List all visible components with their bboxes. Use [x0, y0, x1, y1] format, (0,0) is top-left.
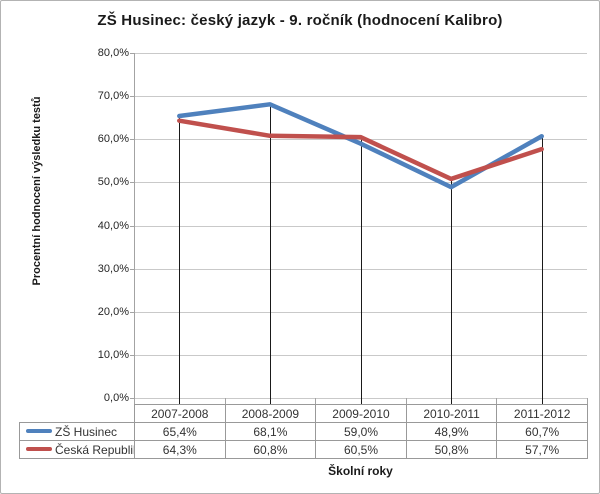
- category-header: 2009-2010: [315, 404, 407, 423]
- legend-item: ZŠ Husinec: [19, 422, 135, 441]
- y-axis-tick-label: 70,0%: [97, 89, 129, 102]
- table-row: Česká Republika 64,3% 60,8% 60,5% 50,8% …: [19, 440, 588, 459]
- y-axis-tick-label: 20,0%: [97, 305, 129, 318]
- y-axis-tick-label: 80,0%: [97, 46, 129, 59]
- y-axis-tick-label: 40,0%: [97, 219, 129, 232]
- table-header-row: 2007-2008 2008-2009 2009-2010 2010-2011 …: [20, 404, 588, 423]
- value-cell: 64,3%: [134, 440, 226, 459]
- data-table: 2007-2008 2008-2009 2009-2010 2010-2011 …: [19, 404, 588, 459]
- value-cell: 48,9%: [405, 422, 498, 441]
- y-axis-tick-label: 50,0%: [97, 175, 129, 188]
- series-swatch-blue: [26, 429, 52, 434]
- series-line-0: [177, 102, 544, 190]
- y-axis-tick-label: 60,0%: [97, 132, 129, 145]
- drop-lines: [179, 104, 543, 404]
- y-axis-tick-label: 30,0%: [97, 262, 129, 275]
- value-cell: 50,8%: [405, 440, 498, 459]
- legend-item: Česká Republika: [19, 440, 135, 459]
- value-cell: 60,8%: [224, 440, 317, 459]
- value-cell: 68,1%: [224, 422, 317, 441]
- value-cell: 60,7%: [496, 422, 588, 441]
- series-swatch-red: [26, 447, 52, 452]
- table-corner-cell: [20, 405, 135, 423]
- axis-lines: [130, 53, 588, 404]
- chart-title: ZŠ Husinec: český jazyk - 9. ročník (hod…: [97, 12, 503, 29]
- gridlines: [134, 53, 587, 399]
- series-label: Česká Republika: [55, 442, 134, 457]
- x-axis-title: Školní roky: [328, 464, 393, 478]
- category-header: 2007-2008: [134, 404, 226, 423]
- y-axis-tick-label: 0,0%: [103, 391, 129, 404]
- category-header: 2011-2012: [496, 404, 588, 423]
- series-label: ZŠ Husinec: [55, 424, 118, 439]
- y-axis-tick-label: 10,0%: [97, 348, 129, 361]
- series-line-1: [177, 118, 544, 182]
- value-cell: 60,5%: [315, 440, 407, 459]
- value-cell: 57,7%: [496, 440, 588, 459]
- category-header: 2008-2009: [224, 404, 317, 423]
- category-header: 2010-2011: [405, 404, 498, 423]
- value-cell: 65,4%: [134, 422, 226, 441]
- table-row: ZŠ Husinec 65,4% 68,1% 59,0% 48,9% 60,7%: [19, 422, 588, 441]
- value-cell: 59,0%: [315, 422, 407, 441]
- series-lines: [177, 102, 544, 190]
